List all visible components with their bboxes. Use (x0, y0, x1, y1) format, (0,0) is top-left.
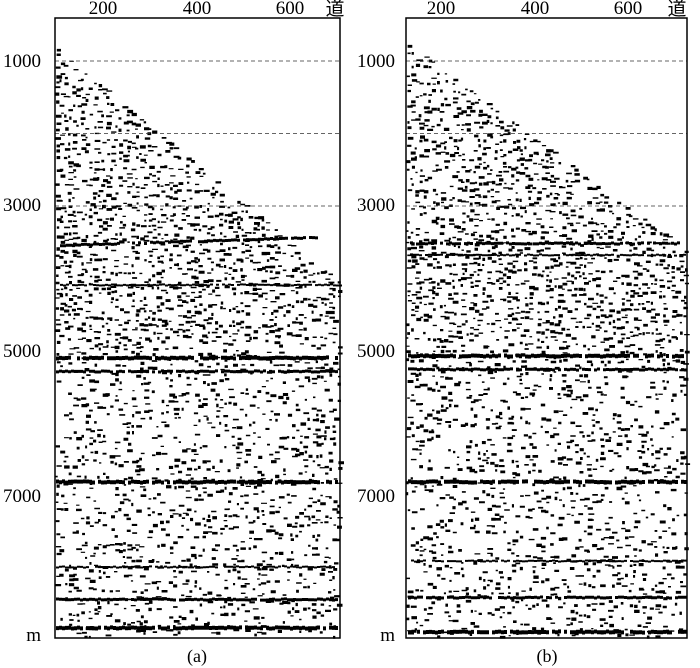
trace-wiggles (55, 48, 344, 639)
panel-b-xtick-400: 400 (521, 0, 550, 19)
panel-b-ytick-5000: 5000 (357, 341, 395, 362)
panel-a-xtick-200: 200 (89, 0, 118, 19)
reflector-event (56, 479, 338, 485)
reflector-event (408, 367, 687, 372)
panel-b-dashed-gridlines (406, 60, 687, 207)
reflector-event (56, 597, 338, 602)
panel-b: 200 400 600 道 1000 3000 5000 7000 m (b) (357, 0, 691, 667)
reflector-event (56, 565, 335, 569)
panel-a-ytick-1000: 1000 (3, 51, 41, 72)
panel-a-y-unit: m (26, 625, 41, 646)
panel-b-seismic-traces (406, 44, 691, 639)
panel-b-ytick-1000: 1000 (357, 51, 395, 72)
panel-b-ytick-3000: 3000 (357, 195, 395, 216)
panel-b-ytick-7000: 7000 (357, 486, 395, 507)
panel-a: 200 400 600 道 1000 3000 5000 7000 m (a) (3, 0, 345, 667)
panel-a-frame (54, 17, 341, 639)
reflector-event (56, 355, 338, 361)
reflector-event (60, 283, 342, 287)
reflector-event (408, 479, 687, 485)
panel-a-seismic-traces (55, 48, 344, 639)
panel-a-xtick-600: 600 (276, 0, 305, 19)
panel-b-x-unit: 道 (667, 0, 686, 20)
panel-b-xtick-200: 200 (427, 0, 456, 19)
reflector-event (408, 595, 687, 600)
reflector-event (410, 241, 680, 246)
reflector-event (56, 625, 338, 631)
panel-b-xtick-600: 600 (614, 0, 643, 19)
panel-a-xtick-400: 400 (183, 0, 212, 19)
reflector-event (60, 236, 318, 248)
panel-b-caption: (b) (537, 646, 558, 667)
reflector-event (411, 559, 687, 563)
panel-b-reflectors (408, 241, 687, 635)
panel-a-dashed-gridlines (55, 60, 340, 207)
panel-a-ytick-7000: 7000 (3, 486, 41, 507)
panel-b-frame (405, 17, 688, 639)
reflector-event (410, 253, 686, 257)
panel-a-ytick-5000: 5000 (3, 341, 41, 362)
trace-wiggles (406, 44, 691, 639)
reflector-event (408, 353, 684, 359)
panel-a-x-unit: 道 (325, 0, 344, 20)
panel-a-ytick-3000: 3000 (3, 195, 41, 216)
panel-a-reflectors (56, 236, 342, 631)
reflector-event (56, 369, 338, 374)
panel-b-y-unit: m (380, 625, 395, 646)
reflector-event (408, 629, 687, 635)
panel-a-caption: (a) (187, 646, 207, 667)
